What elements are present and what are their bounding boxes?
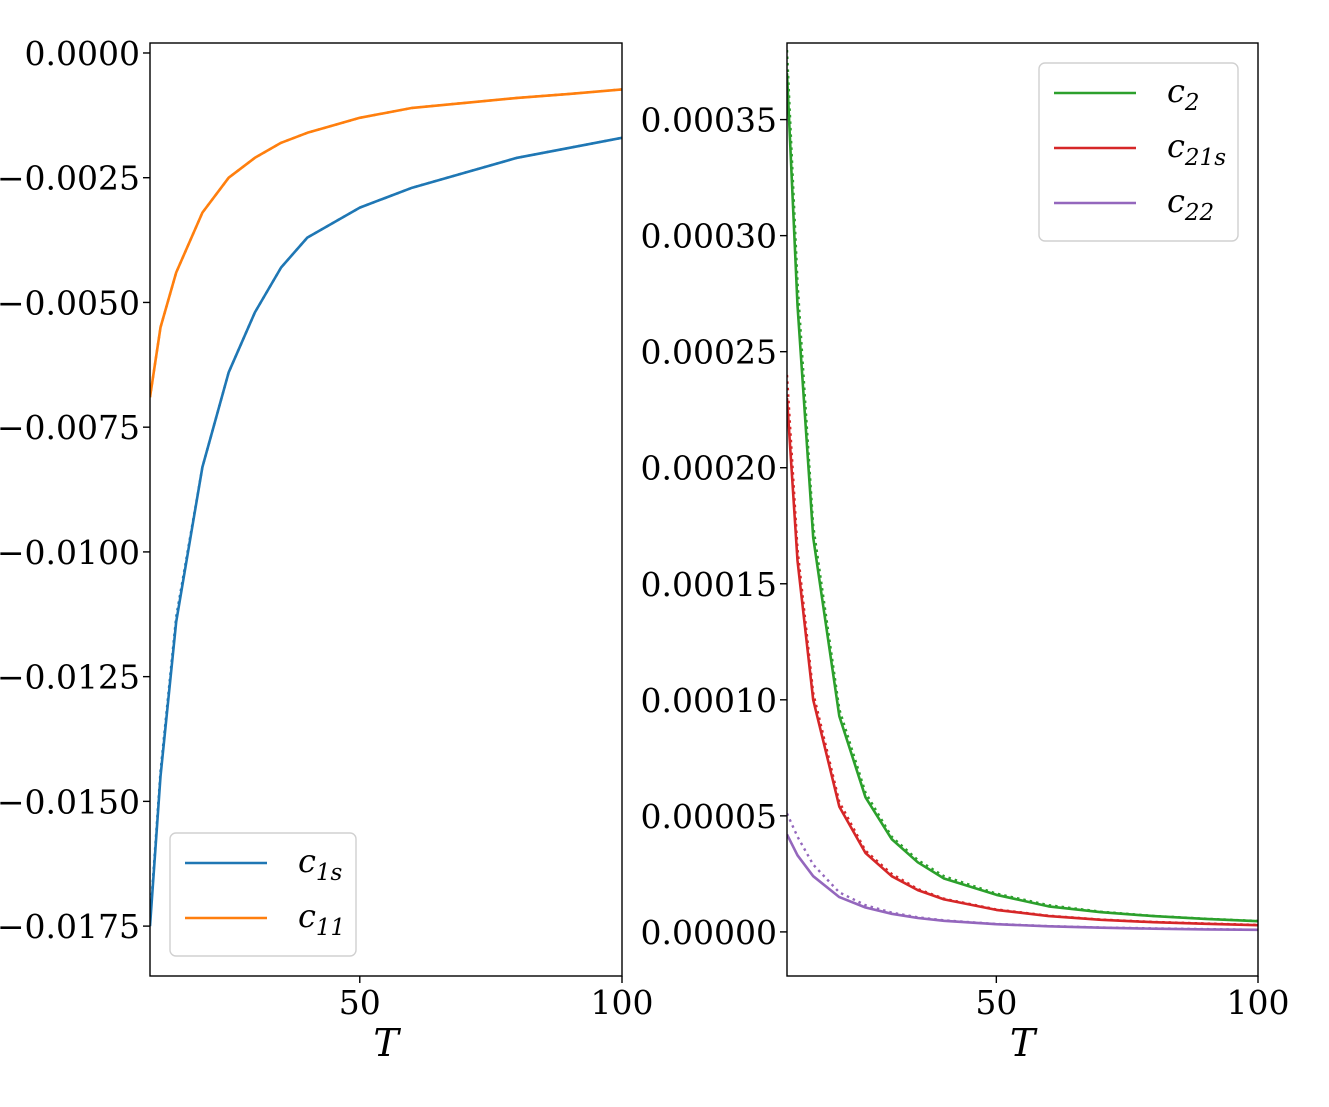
legend-label-base: c: [1167, 182, 1185, 220]
y-tick-label: −0.0150: [0, 782, 140, 821]
y-tick-label: 0.00035: [641, 101, 777, 140]
legend-label-base: c: [1167, 72, 1185, 110]
y-tick-label: 0.00000: [641, 913, 777, 952]
legend-box: [1038, 62, 1239, 242]
series-line-c22: [787, 833, 1258, 932]
x-tick-label: 50: [339, 983, 381, 1022]
y-tick-label: 0.00030: [641, 217, 777, 256]
x-tick-label: 100: [1227, 983, 1290, 1022]
panel-1: 0.0000 −0.0025 −0.0050 −0.0075 −0.0100 −0.012…: [0, 34, 654, 1065]
x-tick-label: 50: [975, 983, 1017, 1022]
series-dotted-line-c2: [787, 49, 1258, 923]
y-tick-label: −0.0125: [0, 658, 140, 697]
x-axis-label: T: [373, 1021, 401, 1065]
series-dotted-line-c21s: [787, 374, 1258, 927]
y-tick-label: 0.0000: [25, 34, 140, 73]
legend-label-base: c: [1167, 127, 1185, 165]
legend-label-c2: c2: [1167, 72, 1200, 116]
legend-label-c22: c22: [1167, 182, 1214, 226]
series-line-c1s: [150, 136, 622, 927]
y-tick-label: 0.00020: [641, 449, 777, 488]
x-tick-label: 100: [591, 983, 654, 1022]
series-line-c11: [150, 88, 622, 398]
series-dotted-line-c11: [150, 88, 622, 398]
y-tick-label: 0.00010: [641, 681, 777, 720]
series-line-c21s: [787, 398, 1258, 927]
axes-frame: [149, 42, 623, 977]
legend-label-subscript: 22: [1184, 200, 1214, 226]
legend-label-base: c: [298, 897, 316, 935]
series-dotted-line-c1s: [150, 136, 622, 922]
legend-label-subscript: 2: [1184, 90, 1200, 116]
y-tick-label: −0.0075: [0, 408, 140, 447]
y-tick-label: −0.0050: [0, 283, 140, 322]
y-tick-label: −0.0100: [0, 533, 140, 572]
series-line-c2: [787, 73, 1258, 923]
panel-2: 0.00000 0.00005 0.00010 0.00015 0.00020 0.000…: [641, 42, 1290, 1065]
y-tick-label: 0.00025: [641, 333, 777, 372]
legend-label-subscript: 21s: [1184, 145, 1226, 171]
legend-label-c21s: c21s: [1167, 127, 1226, 171]
legend-label-c1s: c1s: [298, 842, 343, 886]
axes-frame: [786, 42, 1259, 977]
y-tick-label: 0.00005: [641, 797, 777, 836]
y-tick-label: −0.0025: [0, 159, 140, 198]
y-tick-label: 0.00015: [641, 565, 777, 604]
legend-label-subscript: 11: [316, 915, 345, 941]
x-axis-label: T: [1010, 1021, 1038, 1065]
y-tick-label: −0.0175: [0, 907, 140, 946]
legend-label-subscript: 1s: [316, 860, 343, 886]
legend-label-c11: c11: [298, 897, 345, 941]
legend-label-base: c: [298, 842, 316, 880]
